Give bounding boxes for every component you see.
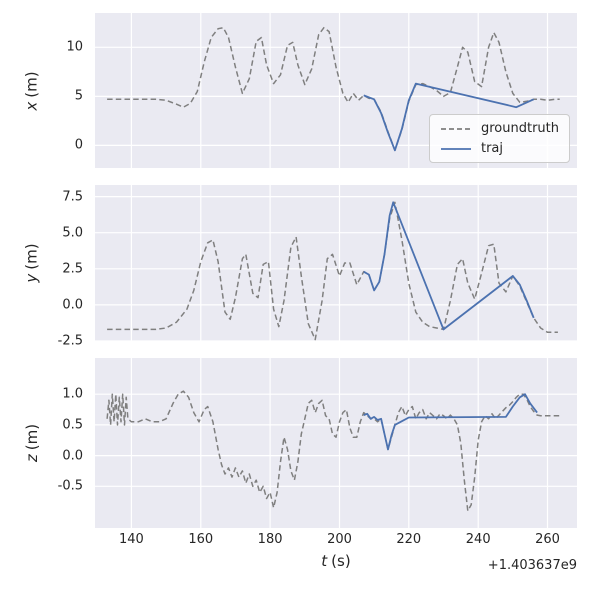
y-axis-label-y: y (m): [15, 185, 49, 341]
subplot-y: y (m) -2.5 0.0 2.5 5.0 7.5: [23, 185, 577, 348]
xlabel-variable: t: [321, 552, 328, 570]
traj-line-sample-icon: [440, 147, 471, 150]
chart-x-plot: [95, 13, 577, 168]
x-tick-label: 160: [188, 532, 214, 547]
y-tick-labels-y: -2.5 0.0 2.5 5.0 7.5: [49, 185, 89, 347]
groundtruth-line-sample-icon: [440, 127, 471, 130]
x-tick-label: 180: [257, 532, 283, 547]
ylabel-unit: (m): [23, 70, 41, 98]
ylabel-variable: y: [23, 273, 41, 283]
y-tick-label: 10: [66, 39, 83, 55]
x-tick-label: 200: [327, 532, 352, 547]
legend-label-groundtruth: groundtruth: [480, 121, 559, 136]
y-tick-label: 5: [74, 88, 83, 104]
x-tick-label: 260: [535, 532, 560, 547]
y-tick-label: 2.5: [62, 261, 83, 277]
y-tick-label: 0.0: [62, 448, 83, 464]
chart-y-plot: [95, 185, 577, 341]
y-tick-label: 0.5: [62, 417, 83, 433]
y-axis-label-z: z (m): [15, 358, 49, 528]
xlabel-unit: (s): [331, 552, 351, 570]
ylabel-variable: x: [23, 101, 41, 111]
x-axis-label: t (s): [95, 552, 577, 570]
y-tick-label: -2.5: [57, 333, 83, 349]
y-tick-label: 0: [74, 137, 83, 153]
y-tick-labels-x: 0 5 10: [49, 13, 89, 168]
x-tick-label: 140: [118, 532, 144, 547]
legend-item-groundtruth: groundtruth: [440, 121, 559, 136]
y-tick-label: 7.5: [62, 189, 83, 205]
subplot-x: x (m) 0 5 10 groundtruth traj: [23, 13, 577, 168]
y-tick-labels-z: -0.5 0.0 0.5 1.0: [49, 358, 89, 528]
chart-z-plot: [95, 358, 577, 528]
x-tick-label: 240: [465, 532, 491, 547]
ylabel-unit: (m): [23, 243, 41, 270]
legend-item-traj: traj: [440, 141, 559, 156]
y-tick-label: 5.0: [62, 225, 83, 241]
ylabel-variable: z: [23, 454, 42, 463]
subplot-z: z (m) -0.5 0.0 0.5 1.0: [23, 358, 577, 528]
x-axis-offset-text: +1.403637e9: [487, 558, 577, 573]
y-tick-label: 0.0: [62, 297, 83, 313]
ylabel-unit: (m): [23, 423, 42, 451]
legend: groundtruth traj: [428, 114, 570, 163]
x-tick-labels: 140 160 180 200 220 240 260: [95, 532, 577, 548]
x-tick-label: 220: [396, 532, 422, 547]
y-tick-label: -0.5: [57, 478, 83, 494]
y-axis-label-x: x (m): [15, 13, 49, 168]
y-tick-label: 1.0: [62, 386, 83, 402]
legend-label-traj: traj: [480, 141, 504, 156]
